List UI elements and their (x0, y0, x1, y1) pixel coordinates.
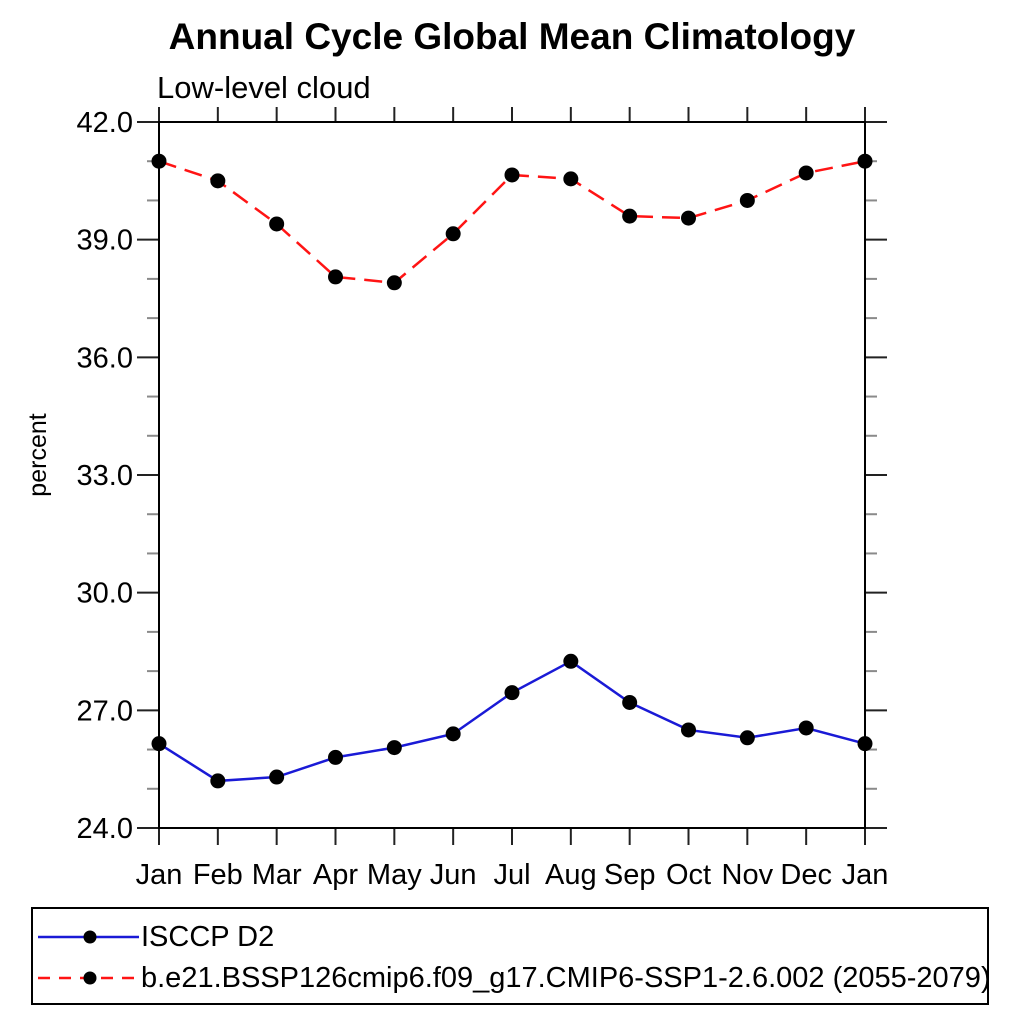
y-tick-label: 27.0 (77, 695, 133, 727)
legend-item-model: b.e21.BSSP126cmip6.f09_g17.CMIP6-SSP1-2.… (35, 960, 991, 996)
data-point-1-Jan (857, 153, 873, 169)
data-point-0-Apr (328, 749, 343, 765)
data-point-1-Apr (328, 269, 343, 285)
data-point-0-Feb (210, 773, 226, 789)
x-tick-label: Jun (430, 859, 477, 891)
x-tick-label: Oct (666, 859, 711, 891)
data-point-1-Jul (504, 167, 520, 183)
legend-model-label: b.e21.BSSP126cmip6.f09_g17.CMIP6-SSP1-2.… (141, 961, 991, 994)
chart-subtitle: Low-level cloud (157, 70, 371, 105)
x-tick-label: Apr (313, 859, 358, 891)
x-tick-label: Jan (136, 859, 183, 891)
data-point-0-Jan (151, 736, 167, 752)
x-tick-label: Dec (780, 859, 832, 891)
data-point-0-Oct (681, 722, 696, 738)
legend-sample-marker (83, 971, 97, 985)
x-tick-label: Aug (545, 859, 597, 891)
data-point-1-Aug (563, 171, 579, 187)
legend-model-line-sample (38, 971, 139, 985)
legend-obs-line-sample (38, 930, 139, 944)
data-point-0-Dec (798, 720, 814, 736)
legend-item-obs: ISCCP D2 (35, 919, 274, 955)
plot-frame (158, 121, 866, 829)
y-tick-label: 39.0 (77, 225, 133, 257)
y-axis-title: percent (24, 413, 52, 496)
y-tick-label: 42.0 (77, 107, 133, 139)
y-tick-label: 36.0 (77, 342, 133, 374)
x-tick-label: Jan (842, 859, 889, 891)
chart-title: Annual Cycle Global Mean Climatology (168, 16, 856, 57)
data-point-1-Sep (622, 208, 638, 224)
data-point-0-Jul (504, 685, 520, 701)
y-tick-label: 33.0 (77, 460, 133, 492)
data-point-0-May (386, 740, 402, 756)
data-point-1-Feb (210, 173, 226, 189)
data-point-0-Sep (622, 694, 638, 710)
x-tick-label: Sep (604, 859, 656, 891)
data-point-1-Jan (151, 153, 167, 169)
x-tick-label: Nov (722, 859, 774, 891)
data-point-1-May (386, 275, 402, 291)
x-tick-label: Feb (193, 859, 243, 891)
y-tick-label: 30.0 (77, 578, 133, 610)
legend-box: ISCCP D2 b.e21.BSSP126cmip6.f09_g17.CMIP… (31, 907, 991, 1005)
data-point-1-Nov (739, 192, 755, 208)
data-point-1-Mar (269, 216, 285, 232)
data-point-0-Mar (269, 769, 285, 785)
data-point-0-Nov (739, 730, 755, 746)
series-line-0 (158, 659, 866, 783)
data-point-1-Dec (798, 165, 814, 181)
data-point-0-Jun (445, 726, 461, 742)
data-point-1-Jun (445, 226, 461, 242)
legend-obs-label: ISCCP D2 (141, 920, 275, 953)
x-tick-label: May (367, 859, 422, 891)
data-point-0-Jan (857, 736, 873, 752)
legend-sample-marker (83, 930, 97, 944)
x-tick-label: Jul (493, 859, 530, 891)
x-tick-label: Mar (252, 859, 302, 891)
data-point-1-Oct (681, 210, 696, 226)
y-tick-label: 24.0 (77, 813, 133, 845)
data-point-0-Aug (563, 653, 579, 669)
